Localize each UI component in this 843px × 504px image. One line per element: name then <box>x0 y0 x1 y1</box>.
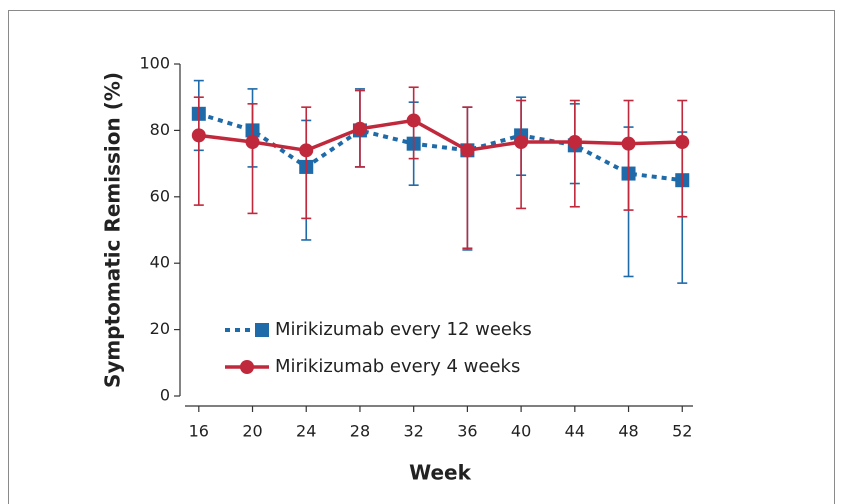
x-tick-label: 20 <box>242 422 262 441</box>
error-bar <box>247 103 258 215</box>
y-tick-label: 40 <box>150 253 170 272</box>
marker <box>675 135 690 150</box>
frame <box>8 10 835 504</box>
y-tick-label: 20 <box>150 319 170 338</box>
series-line <box>198 118 683 153</box>
error-bar <box>516 99 527 210</box>
legend-marker <box>240 360 254 374</box>
x-tick-label: 44 <box>565 422 585 441</box>
legend-label: Mirikizumab every 4 weeks <box>275 356 520 377</box>
marker <box>352 121 367 136</box>
x-axis-label: Week <box>409 461 471 485</box>
x-tick-label: 36 <box>457 422 477 441</box>
marker <box>514 135 529 150</box>
error-bar <box>462 106 473 250</box>
marker <box>567 135 582 150</box>
error-bar <box>569 99 580 208</box>
error-bar <box>623 99 634 211</box>
error-bar <box>193 96 204 206</box>
marker <box>299 143 314 158</box>
x-tick-label: 24 <box>296 422 316 441</box>
y-tick-label: 80 <box>150 120 170 139</box>
marker <box>406 113 421 128</box>
x-tick-label: 48 <box>618 422 638 441</box>
series-line <box>198 111 683 183</box>
marker <box>621 136 636 151</box>
y-tick-label: 0 <box>160 386 170 405</box>
x-tick-label: 16 <box>189 422 209 441</box>
error-bar <box>677 99 688 218</box>
legend-marker <box>255 323 269 337</box>
error-bar <box>301 106 312 220</box>
y-tick-label: 100 <box>139 54 170 73</box>
marker <box>245 135 260 150</box>
marker <box>191 128 206 143</box>
x-tick-label: 32 <box>403 422 423 441</box>
x-tick-label: 52 <box>672 422 692 441</box>
x-tick-label: 28 <box>350 422 370 441</box>
y-tick-label: 60 <box>150 186 170 205</box>
legend-label: Mirikizumab every 12 weeks <box>275 319 532 340</box>
marker <box>460 143 475 158</box>
y-axis-label: Symptomatic Remission (%) <box>101 72 125 388</box>
x-tick-label: 40 <box>511 422 531 441</box>
